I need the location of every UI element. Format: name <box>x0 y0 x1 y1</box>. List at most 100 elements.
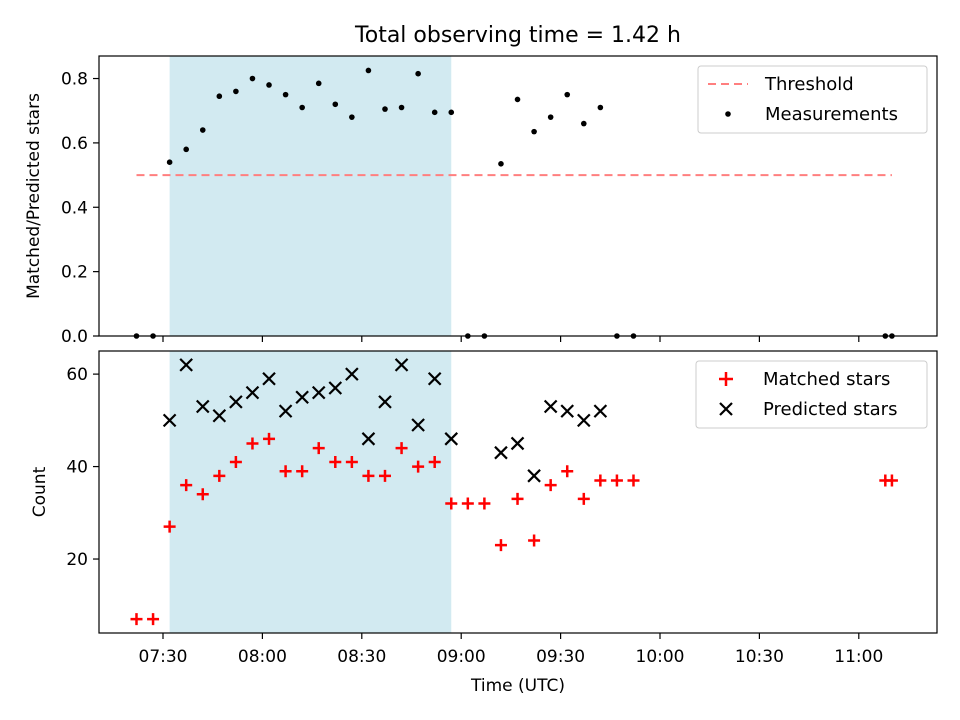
top-y-tick-label: 0.4 <box>61 198 88 218</box>
matched-stars-point <box>196 488 209 501</box>
x-tick-label: 10:00 <box>636 647 685 667</box>
matched-stars-point <box>428 455 441 468</box>
bottom-y-tick-label: 60 <box>66 365 88 385</box>
measurement-point <box>249 75 256 82</box>
bottom-legend-box <box>695 360 928 429</box>
matched-stars-point <box>544 479 557 492</box>
matched-stars-point <box>561 465 574 478</box>
predicted-stars-point <box>543 399 558 414</box>
legend-predicted-label: Predicted stars <box>763 399 897 420</box>
matched-stars-point <box>296 465 309 478</box>
predicted-stars-point <box>195 399 210 414</box>
legend-predicted-swatch <box>719 402 733 416</box>
matched-stars-point <box>180 479 193 492</box>
top-shaded-region <box>169 56 452 336</box>
measurement-point <box>448 109 455 116</box>
matched-stars-point <box>345 455 358 468</box>
matched-stars-point <box>528 534 541 547</box>
matched-stars-point <box>395 442 408 455</box>
matched-stars-point <box>577 492 590 505</box>
top-y-tick-label: 0.0 <box>61 327 88 347</box>
measurement-point <box>498 161 504 167</box>
measurement-point <box>580 120 587 127</box>
top-y-tick-label: 0.6 <box>61 134 88 154</box>
predicted-stars-point <box>229 395 243 409</box>
predicted-stars-point <box>262 371 276 386</box>
measurement-point <box>415 70 421 77</box>
measurement-point <box>315 80 322 87</box>
bottom-legend: Matched stars Predicted stars <box>695 360 928 429</box>
measurement-point <box>431 109 438 116</box>
bottom-shaded-region <box>169 351 452 633</box>
measurement-point <box>564 91 571 98</box>
predicted-stars-point <box>245 385 260 400</box>
legend-measurements-label: Measurements <box>765 104 898 125</box>
top-panel: 0.00.20.40.60.8 Matched/Predicted stars … <box>24 55 938 347</box>
legend-matched-swatch <box>719 372 733 386</box>
measurement-point <box>282 91 289 98</box>
x-tick-label: 08:30 <box>337 647 386 667</box>
predicted-stars-point <box>278 404 293 418</box>
predicted-stars-point <box>494 445 508 460</box>
matched-stars-point <box>362 469 375 482</box>
measurement-point <box>398 104 405 111</box>
measurement-point <box>547 114 554 120</box>
chart-title: Total observing time = 1.42 h <box>354 23 681 48</box>
measurement-point <box>514 96 521 103</box>
predicted-stars-point <box>361 432 376 446</box>
x-tick-label: 08:00 <box>238 647 287 667</box>
measurement-point <box>597 104 604 111</box>
measurement-point <box>332 101 339 108</box>
legend-matched-label: Matched stars <box>763 369 890 390</box>
top-legend-box <box>697 65 928 134</box>
matched-stars-point <box>147 613 160 626</box>
matched-stars-point <box>610 474 623 487</box>
matched-stars-point <box>885 474 898 487</box>
matched-stars-point <box>511 492 524 505</box>
matched-stars-point <box>263 432 276 445</box>
predicted-stars-point <box>560 404 575 418</box>
measurement-point <box>531 128 537 135</box>
matched-stars-point <box>329 455 342 468</box>
matched-stars-point <box>163 520 176 533</box>
top-y-tick-label: 0.8 <box>61 70 88 90</box>
measurement-point <box>299 104 305 111</box>
matched-stars-point <box>312 442 325 455</box>
legend-threshold-label: Threshold <box>764 74 854 95</box>
x-tick-label: 07:30 <box>139 647 188 667</box>
predicted-stars-point <box>527 469 541 483</box>
bottom-plot-frame <box>98 350 938 634</box>
predicted-stars-point <box>162 413 177 428</box>
matched-stars-point <box>246 437 259 450</box>
matched-stars-point <box>130 613 143 626</box>
x-tick-label: 09:00 <box>437 647 486 667</box>
measurement-point <box>349 114 355 120</box>
measurement-point <box>266 82 272 88</box>
predicted-stars-point <box>411 418 425 432</box>
predicted-stars-point <box>444 432 459 446</box>
predicted-stars-point <box>577 413 591 428</box>
predicted-stars-point <box>427 371 442 386</box>
top-y-axis-label: Matched/Predicted stars <box>24 93 44 299</box>
matched-stars-point <box>627 474 640 487</box>
legend-measurements-swatch <box>725 111 731 117</box>
top-y-tick-label: 0.2 <box>61 263 88 283</box>
measurement-point <box>166 159 173 166</box>
matched-stars-point <box>279 465 292 478</box>
predicted-stars-point <box>378 395 392 409</box>
top-legend: Threshold Measurements <box>697 65 928 134</box>
matched-stars-point <box>378 469 391 482</box>
bottom-panel: 20 40 60 07:30 08:00 08:30 09:00 09:30 10:00 10:… <box>30 350 938 696</box>
matched-stars-point <box>461 497 474 510</box>
measurement-point <box>233 88 239 95</box>
bottom-y-tick-label: 40 <box>66 458 88 478</box>
matched-stars-point <box>445 497 458 510</box>
matched-stars-point <box>229 455 242 468</box>
matched-stars-point <box>594 474 607 487</box>
matched-stars-point <box>213 469 226 482</box>
x-tick-label: 09:30 <box>536 647 585 667</box>
predicted-stars-point <box>328 381 343 395</box>
predicted-stars-point <box>593 404 608 418</box>
predicted-stars-point <box>311 385 326 400</box>
